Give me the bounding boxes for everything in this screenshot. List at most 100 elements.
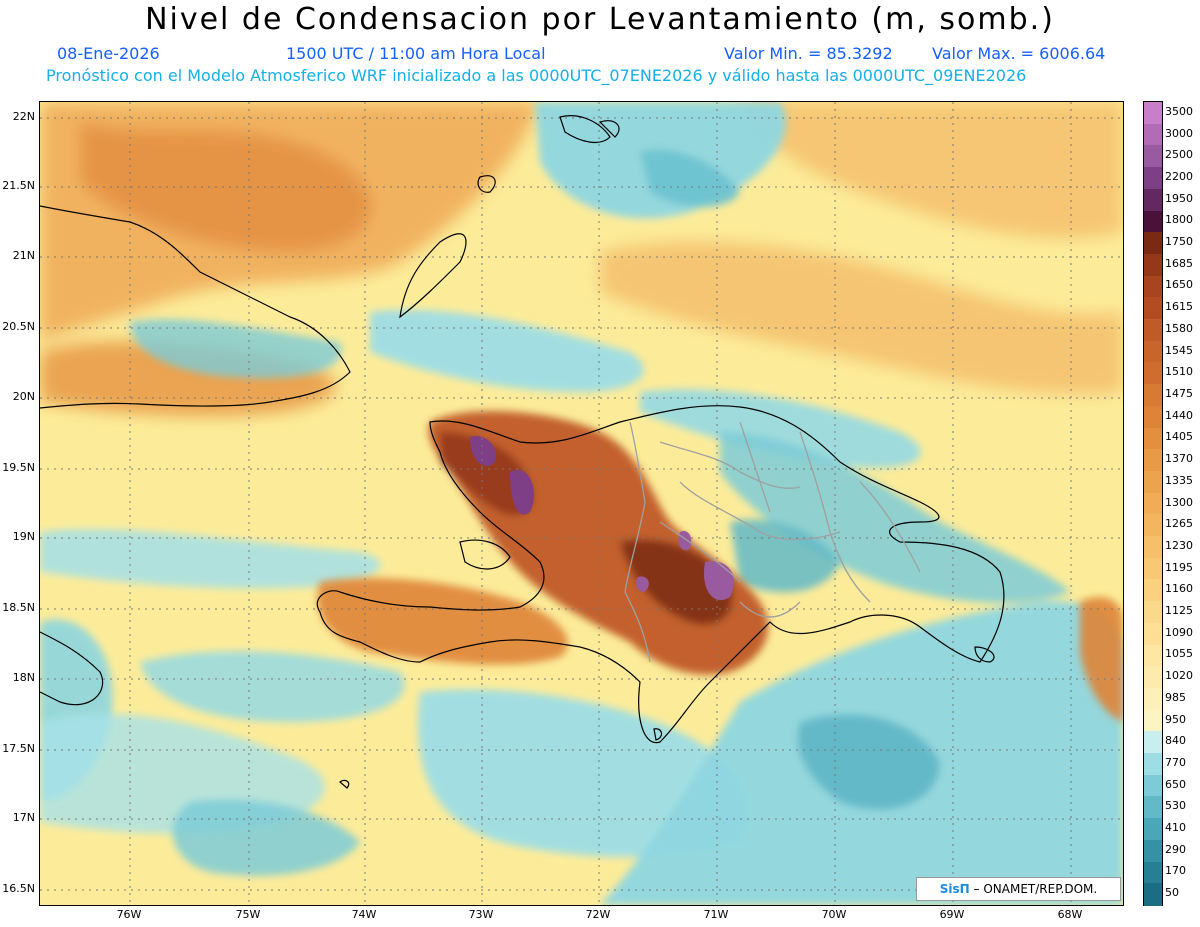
haiti-dr-border bbox=[624, 421, 651, 663]
colorbar-cell bbox=[1144, 883, 1162, 906]
saona-island bbox=[974, 646, 995, 663]
colorbar-cell bbox=[1144, 753, 1162, 776]
coastlines bbox=[40, 115, 1005, 789]
colorbar-cell bbox=[1144, 579, 1162, 602]
colorbar-label: 3500 bbox=[1165, 104, 1193, 118]
colorbar-cell bbox=[1144, 492, 1162, 515]
colorbar-label: 1510 bbox=[1165, 365, 1193, 379]
colorbar-label: 2200 bbox=[1165, 169, 1193, 183]
latitude-label: 20.5N bbox=[2, 320, 35, 333]
bahamas-cay bbox=[477, 175, 496, 193]
colorbar-label: 1800 bbox=[1165, 213, 1193, 227]
latitude-label: 19N bbox=[12, 530, 35, 543]
colorbar-label: 1020 bbox=[1165, 669, 1193, 683]
map-panel[interactable] bbox=[39, 101, 1124, 906]
latitude-label: 20N bbox=[12, 390, 35, 403]
colorbar-label: 1300 bbox=[1165, 495, 1193, 509]
longitude-label: 71W bbox=[703, 908, 729, 921]
colorbar-label: 650 bbox=[1165, 777, 1186, 791]
colorbar-cell bbox=[1144, 536, 1162, 559]
latitude-label: 21.5N bbox=[2, 179, 35, 192]
colorbar-label: 1440 bbox=[1165, 408, 1193, 422]
latitude-label: 18.5N bbox=[2, 601, 35, 614]
colorbar-cell bbox=[1144, 232, 1162, 255]
colorbar-cell bbox=[1144, 666, 1162, 689]
andros-coast bbox=[399, 233, 467, 319]
colorbar-cell bbox=[1144, 275, 1162, 298]
gonave-island bbox=[459, 539, 511, 570]
colorbar-label: 950 bbox=[1165, 712, 1186, 726]
lcl-map bbox=[40, 102, 1123, 905]
credit-text: – ONAMET/REP.DOM. bbox=[969, 882, 1098, 896]
latitude-label: 22N bbox=[12, 110, 35, 123]
colorbar-label: 3000 bbox=[1165, 126, 1193, 140]
colorbar-cell bbox=[1144, 709, 1162, 732]
map-title: Nivel de Condensacion por Levantamiento … bbox=[145, 2, 1055, 37]
colorbar-cell bbox=[1144, 167, 1162, 190]
turks-coast bbox=[598, 120, 620, 138]
latitude-label: 16.5N bbox=[2, 882, 35, 895]
colorbar-label: 410 bbox=[1165, 821, 1186, 835]
colorbar-cell bbox=[1144, 470, 1162, 494]
colorbar-cell bbox=[1144, 861, 1162, 884]
colorbar-cell bbox=[1144, 123, 1162, 146]
colorbar-cell bbox=[1144, 557, 1162, 581]
hispaniola-coast bbox=[316, 405, 1005, 744]
colorbar-cell bbox=[1144, 514, 1162, 537]
colorbar-cell bbox=[1144, 253, 1162, 277]
admin-borders bbox=[624, 421, 921, 663]
sispi-logo: SisΠ bbox=[939, 882, 970, 896]
colorbar-label: 1750 bbox=[1165, 235, 1193, 249]
longitude-label: 76W bbox=[116, 908, 142, 921]
forecast-time: 1500 UTC / 11:00 am Hora Local bbox=[286, 44, 546, 63]
colorbar-label: 530 bbox=[1165, 799, 1186, 813]
colorbar-cell bbox=[1144, 362, 1162, 385]
colorbar-label: 290 bbox=[1165, 842, 1186, 856]
colorbar-label: 1055 bbox=[1165, 647, 1193, 661]
colorbar-cell bbox=[1144, 818, 1162, 841]
colorbar-label: 170 bbox=[1165, 864, 1186, 878]
colorbar-label: 985 bbox=[1165, 690, 1186, 704]
colorbar-cell bbox=[1144, 449, 1162, 472]
colorbar-cell bbox=[1144, 340, 1162, 364]
longitude-label: 74W bbox=[351, 908, 377, 921]
latitude-label: 18N bbox=[12, 671, 35, 684]
forecast-date: 08-Ene-2026 bbox=[57, 44, 160, 63]
colorbar-label: 1195 bbox=[1165, 560, 1193, 574]
eastern-high-lcl-field bbox=[1080, 597, 1123, 722]
colorbar-label: 1125 bbox=[1165, 604, 1193, 617]
jamaica-coast bbox=[40, 631, 104, 706]
hispaniola-peak-cells bbox=[470, 436, 734, 601]
colorbar-label: 1265 bbox=[1165, 517, 1193, 531]
colorbar-label: 1685 bbox=[1165, 256, 1193, 270]
colorbar-label: 1230 bbox=[1165, 538, 1193, 552]
colorbar-cell bbox=[1144, 839, 1162, 863]
colorbar-cell bbox=[1144, 774, 1162, 798]
colorbar-cell bbox=[1144, 796, 1162, 819]
low-lcl-field bbox=[40, 102, 1123, 905]
cuba-coast bbox=[40, 205, 351, 409]
colorbar-label: 1580 bbox=[1165, 321, 1193, 335]
colorbar-cell bbox=[1144, 731, 1162, 754]
caicos-coast bbox=[559, 115, 611, 144]
colorbar-label: 770 bbox=[1165, 755, 1186, 769]
colorbar-cell bbox=[1144, 297, 1162, 320]
max-value: Valor Max. = 6006.64 bbox=[932, 44, 1106, 63]
northern-high-lcl-field bbox=[40, 102, 1123, 417]
colorbar-cell bbox=[1144, 427, 1162, 450]
latitude-label: 19.5N bbox=[2, 461, 35, 474]
colorbar-cell bbox=[1144, 102, 1162, 125]
colorbar-cell bbox=[1144, 319, 1162, 342]
min-value: Valor Min. = 85.3292 bbox=[724, 44, 893, 63]
latitude-label: 21N bbox=[12, 249, 35, 262]
colorbar-cell bbox=[1144, 601, 1162, 624]
colorbar-cell bbox=[1144, 384, 1162, 407]
graticule bbox=[40, 102, 1123, 905]
colorbar-cell bbox=[1144, 210, 1162, 233]
colorbar-label: 1370 bbox=[1165, 452, 1193, 466]
colorbar-label: 50 bbox=[1165, 886, 1179, 900]
longitude-label: 73W bbox=[468, 908, 494, 921]
longitude-label: 69W bbox=[939, 908, 965, 921]
longitude-label: 75W bbox=[235, 908, 261, 921]
colorbar-label: 1650 bbox=[1165, 278, 1193, 292]
